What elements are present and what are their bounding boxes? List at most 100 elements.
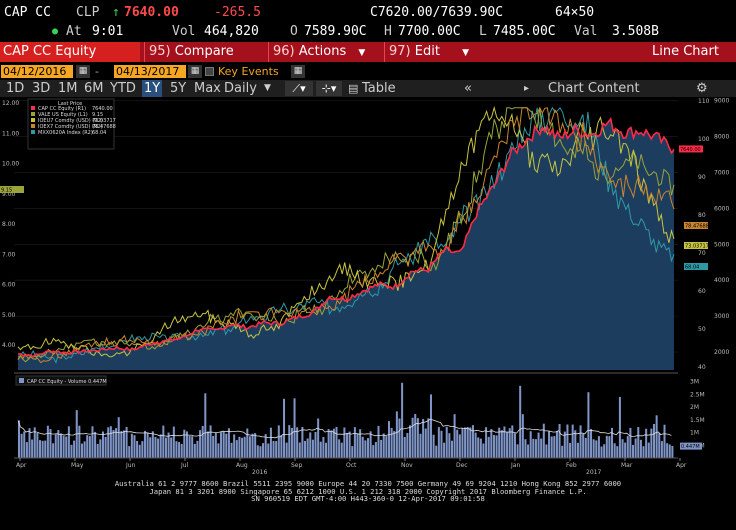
volume-bar bbox=[408, 425, 411, 458]
volume-bar bbox=[348, 431, 351, 458]
legend-series-name: VALE US Equity (L1) bbox=[38, 112, 88, 118]
volume-bar bbox=[86, 435, 89, 458]
period-1y[interactable]: 1Y bbox=[142, 80, 163, 97]
volume-bar bbox=[78, 425, 81, 458]
volume-bar bbox=[277, 425, 280, 458]
volume-bar bbox=[70, 444, 73, 458]
period-1m[interactable]: 1M bbox=[58, 81, 78, 96]
chart-area[interactable]: Last Price CAP CC Equity (R1) 7640.00 VALE… bbox=[0, 97, 736, 477]
volume-bar bbox=[38, 440, 42, 458]
volume-bar bbox=[639, 439, 642, 458]
volume-bar bbox=[380, 439, 383, 458]
volume-bar bbox=[527, 444, 530, 458]
left-axis-tick: 4.00 bbox=[2, 342, 16, 349]
volume-bar bbox=[322, 437, 325, 458]
price-chart[interactable]: Last Price CAP CC Equity (R1) 7640.00 VALE… bbox=[0, 97, 736, 477]
volume-bar bbox=[634, 438, 637, 458]
volume-bar bbox=[356, 433, 359, 458]
period-6m[interactable]: 6M bbox=[84, 81, 104, 96]
volume-value: 464,820 bbox=[204, 24, 259, 39]
right-axis-tick: 2000 bbox=[714, 349, 729, 356]
volume-bar bbox=[469, 427, 472, 458]
chevron-down-icon[interactable]: ▼ bbox=[264, 83, 271, 93]
volume-bar bbox=[540, 438, 543, 458]
volume-bar bbox=[209, 425, 212, 458]
volume-bar bbox=[453, 414, 456, 458]
left-axis-tick: 12.00 bbox=[2, 100, 19, 107]
end-date-input[interactable]: 04/13/2017 bbox=[114, 65, 186, 78]
volume-bar bbox=[319, 441, 322, 458]
volume-bar bbox=[149, 437, 152, 458]
volume-bar bbox=[338, 439, 341, 458]
crosshair-icon[interactable]: ⊹▾ bbox=[316, 81, 342, 96]
legend-series-last: 73.03717 bbox=[92, 118, 116, 124]
volume-bar bbox=[393, 431, 396, 458]
volume-bar bbox=[283, 398, 286, 458]
compare-label: Compare bbox=[174, 44, 234, 59]
right2-axis-tick: 50 bbox=[698, 326, 706, 333]
volume-bar bbox=[616, 446, 619, 458]
volume-bar bbox=[180, 443, 183, 458]
right2-axis-tick: 110 bbox=[698, 98, 710, 105]
calendar-icon[interactable]: ▦ bbox=[76, 65, 90, 78]
chart-content-button[interactable]: Chart Content bbox=[548, 81, 640, 96]
x-axis-label: Apr bbox=[676, 462, 687, 469]
footer-line-2: Japan 81 3 3201 8900 Singapore 65 6212 1… bbox=[149, 486, 587, 496]
compare-menu[interactable]: 95) Compare bbox=[144, 42, 256, 62]
volume-bar bbox=[94, 431, 97, 458]
date-separator: - bbox=[95, 65, 99, 78]
volume-bar bbox=[36, 433, 39, 458]
ticker[interactable]: CAP CC bbox=[4, 5, 51, 20]
volume-bar bbox=[130, 433, 133, 458]
security-field[interactable]: CAP CC Equity bbox=[0, 42, 140, 62]
edit-menu[interactable]: 97) Edit ▼ bbox=[384, 42, 469, 62]
bid-ask-size: 64×50 bbox=[555, 5, 595, 20]
volume-bar bbox=[374, 442, 377, 458]
calendar-icon[interactable]: ▦ bbox=[188, 65, 202, 78]
gear-icon[interactable]: ⚙ bbox=[696, 81, 708, 96]
volume-bar bbox=[382, 433, 385, 458]
table-button[interactable]: Table bbox=[362, 81, 396, 96]
collapse-icon[interactable]: « bbox=[464, 81, 472, 96]
volume-bar bbox=[99, 439, 102, 458]
price-tag: 9.15 bbox=[1, 188, 12, 194]
x-axis-label: Jun bbox=[125, 462, 136, 469]
volume-bar bbox=[233, 434, 236, 458]
volume-bar bbox=[222, 431, 225, 458]
volume-bar bbox=[80, 443, 83, 458]
period-max[interactable]: Max bbox=[194, 81, 221, 96]
actions-menu[interactable]: 96) Actions ▼ bbox=[268, 42, 365, 62]
left-axis-tick: 9.00 bbox=[2, 191, 16, 198]
volume-bar bbox=[49, 429, 52, 458]
volume-bar bbox=[569, 442, 572, 458]
traded-value: 3.508B bbox=[612, 24, 659, 39]
key-events-checkbox[interactable] bbox=[205, 67, 214, 76]
high-value: 7700.00C bbox=[398, 24, 461, 39]
volume-bar bbox=[96, 444, 99, 458]
value-label: Val bbox=[574, 24, 598, 39]
volume-bar bbox=[666, 443, 669, 458]
legend-swatch bbox=[31, 130, 35, 134]
calendar-icon[interactable]: ▦ bbox=[291, 65, 305, 78]
volume-bar bbox=[440, 430, 443, 458]
volume-bar bbox=[248, 436, 251, 458]
volume-bar bbox=[364, 440, 367, 458]
volume-bar bbox=[403, 437, 406, 458]
volume-bar bbox=[46, 425, 49, 458]
period-ytd[interactable]: YTD bbox=[110, 81, 136, 96]
right2-axis-tick: 60 bbox=[698, 288, 706, 295]
volume-bar bbox=[611, 427, 614, 458]
period-1d[interactable]: 1D bbox=[6, 81, 25, 96]
volume-legend: CAP CC Equity - Volume 0.447M bbox=[27, 379, 107, 385]
period-3d[interactable]: 3D bbox=[32, 81, 51, 96]
legend-swatch bbox=[31, 124, 35, 128]
line-style-icon[interactable]: ⟋▾ bbox=[285, 81, 313, 96]
volume-bar bbox=[422, 419, 425, 458]
start-date-input[interactable]: 04/12/2016 bbox=[1, 65, 73, 78]
volume-bar bbox=[117, 417, 120, 458]
volume-bar bbox=[587, 392, 590, 458]
table-icon[interactable]: ▤ bbox=[348, 82, 359, 95]
volume-bar bbox=[18, 420, 21, 458]
period-5y[interactable]: 5Y bbox=[170, 81, 187, 96]
frequency-select[interactable]: Daily bbox=[224, 81, 257, 96]
